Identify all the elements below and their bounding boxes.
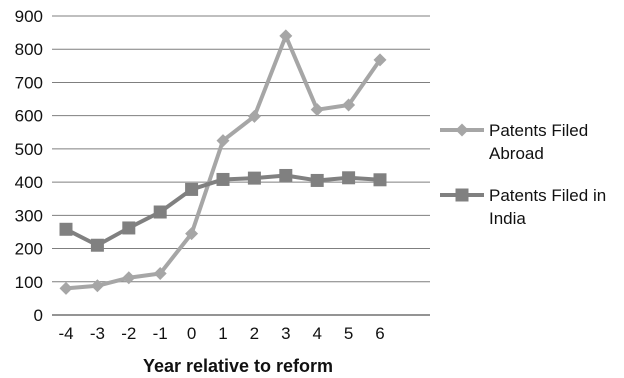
square-marker <box>59 222 73 236</box>
y-tick-label: 0 <box>34 306 43 325</box>
diamond-marker <box>247 109 261 123</box>
x-axis-tick-labels: -4 -3 -2 -1 0 1 2 3 4 5 6 <box>58 324 384 343</box>
square-marker <box>122 221 136 235</box>
square-marker <box>310 173 324 187</box>
diamond-marker <box>373 53 387 67</box>
square-marker <box>279 168 293 182</box>
y-tick-label: 700 <box>15 73 43 92</box>
square-marker <box>455 188 469 202</box>
y-tick-label: 100 <box>15 273 43 292</box>
y-tick-label: 800 <box>15 40 43 59</box>
square-marker <box>185 182 199 196</box>
square-marker <box>247 171 261 185</box>
legend-label: Patents Filed <box>489 121 588 140</box>
diamond-marker <box>310 103 324 117</box>
square-marker <box>342 171 356 185</box>
series-2 <box>59 168 387 252</box>
legend-label: India <box>489 209 526 228</box>
x-tick-label: 5 <box>344 324 353 343</box>
square-marker <box>373 173 387 187</box>
x-axis-title: Year relative to reform <box>143 356 333 376</box>
square-marker <box>153 205 167 219</box>
x-tick-label: 3 <box>281 324 290 343</box>
x-tick-label: 6 <box>375 324 384 343</box>
y-tick-label: 600 <box>15 107 43 126</box>
diamond-marker <box>455 123 469 137</box>
legend-label: Abroad <box>489 144 544 163</box>
series-1 <box>59 29 387 295</box>
legend-entry-1: Patents Filed Abroad <box>440 121 588 163</box>
series-group <box>59 29 387 295</box>
diamond-marker <box>342 98 356 112</box>
diamond-marker <box>216 134 230 148</box>
diamond-marker <box>59 281 73 295</box>
square-marker <box>90 238 104 252</box>
series-line <box>65 33 382 291</box>
x-tick-label: 0 <box>187 324 196 343</box>
y-axis-tick-labels: 0 100 200 300 400 500 600 700 800 900 <box>15 7 43 325</box>
legend: Patents Filed Abroad Patents Filed in India <box>440 121 606 228</box>
x-tick-label: -2 <box>121 324 136 343</box>
gridlines <box>52 15 430 283</box>
diamond-marker <box>90 279 104 293</box>
x-tick-label: -4 <box>58 324 73 343</box>
x-tick-label: 2 <box>250 324 259 343</box>
diamond-marker <box>279 29 293 43</box>
y-tick-label: 400 <box>15 173 43 192</box>
x-tick-label: 4 <box>312 324 321 343</box>
y-tick-label: 500 <box>15 140 43 159</box>
x-tick-label: -3 <box>90 324 105 343</box>
legend-entry-2: Patents Filed in India <box>440 186 606 228</box>
diamond-marker <box>153 266 167 280</box>
diamond-marker <box>122 271 136 285</box>
y-tick-label: 900 <box>15 7 43 26</box>
x-tick-label: -1 <box>153 324 168 343</box>
square-marker <box>216 172 230 186</box>
legend-label: Patents Filed in <box>489 186 606 205</box>
y-tick-label: 200 <box>15 240 43 259</box>
y-tick-label: 300 <box>15 206 43 225</box>
x-tick-label: 1 <box>218 324 227 343</box>
diamond-marker <box>185 227 199 241</box>
